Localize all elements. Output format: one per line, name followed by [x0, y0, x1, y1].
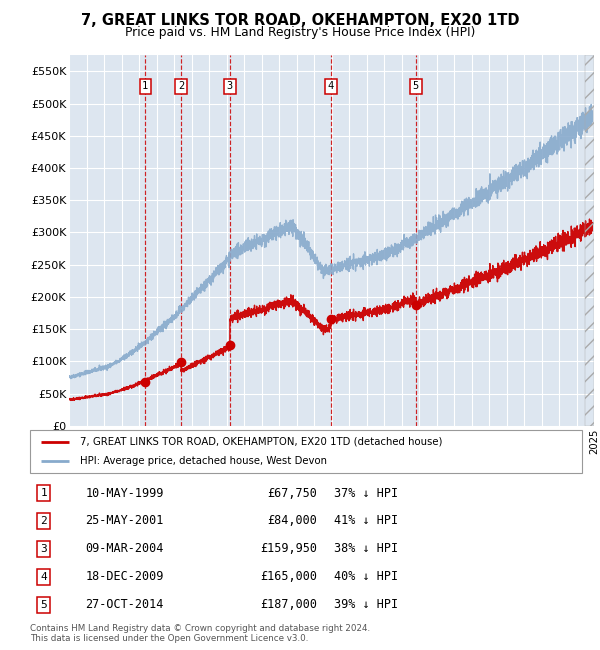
- Text: £84,000: £84,000: [267, 515, 317, 528]
- Text: 3: 3: [227, 81, 233, 91]
- Text: 27-OCT-2014: 27-OCT-2014: [85, 598, 164, 611]
- Text: Contains HM Land Registry data © Crown copyright and database right 2024.
This d: Contains HM Land Registry data © Crown c…: [30, 624, 370, 644]
- Text: £159,950: £159,950: [260, 542, 317, 555]
- Text: 41% ↓ HPI: 41% ↓ HPI: [334, 515, 398, 528]
- Text: Price paid vs. HM Land Registry's House Price Index (HPI): Price paid vs. HM Land Registry's House …: [125, 26, 475, 39]
- Text: £165,000: £165,000: [260, 571, 317, 584]
- Text: 09-MAR-2004: 09-MAR-2004: [85, 542, 164, 555]
- Text: 4: 4: [328, 81, 334, 91]
- Text: 37% ↓ HPI: 37% ↓ HPI: [334, 486, 398, 499]
- Text: 10-MAY-1999: 10-MAY-1999: [85, 486, 164, 499]
- Text: 2: 2: [178, 81, 184, 91]
- Text: 38% ↓ HPI: 38% ↓ HPI: [334, 542, 398, 555]
- Text: 4: 4: [40, 572, 47, 582]
- Text: 3: 3: [40, 544, 47, 554]
- Text: 1: 1: [40, 488, 47, 498]
- Text: £187,000: £187,000: [260, 598, 317, 611]
- Text: 40% ↓ HPI: 40% ↓ HPI: [334, 571, 398, 584]
- Text: 39% ↓ HPI: 39% ↓ HPI: [334, 598, 398, 611]
- Text: 7, GREAT LINKS TOR ROAD, OKEHAMPTON, EX20 1TD: 7, GREAT LINKS TOR ROAD, OKEHAMPTON, EX2…: [81, 13, 519, 28]
- Text: 5: 5: [40, 600, 47, 610]
- Text: 25-MAY-2001: 25-MAY-2001: [85, 515, 164, 528]
- Text: 18-DEC-2009: 18-DEC-2009: [85, 571, 164, 584]
- Text: 5: 5: [413, 81, 419, 91]
- Text: HPI: Average price, detached house, West Devon: HPI: Average price, detached house, West…: [80, 456, 326, 466]
- Text: 7, GREAT LINKS TOR ROAD, OKEHAMPTON, EX20 1TD (detached house): 7, GREAT LINKS TOR ROAD, OKEHAMPTON, EX2…: [80, 437, 442, 447]
- Text: £67,750: £67,750: [267, 486, 317, 499]
- Text: 2: 2: [40, 516, 47, 526]
- Text: 1: 1: [142, 81, 148, 91]
